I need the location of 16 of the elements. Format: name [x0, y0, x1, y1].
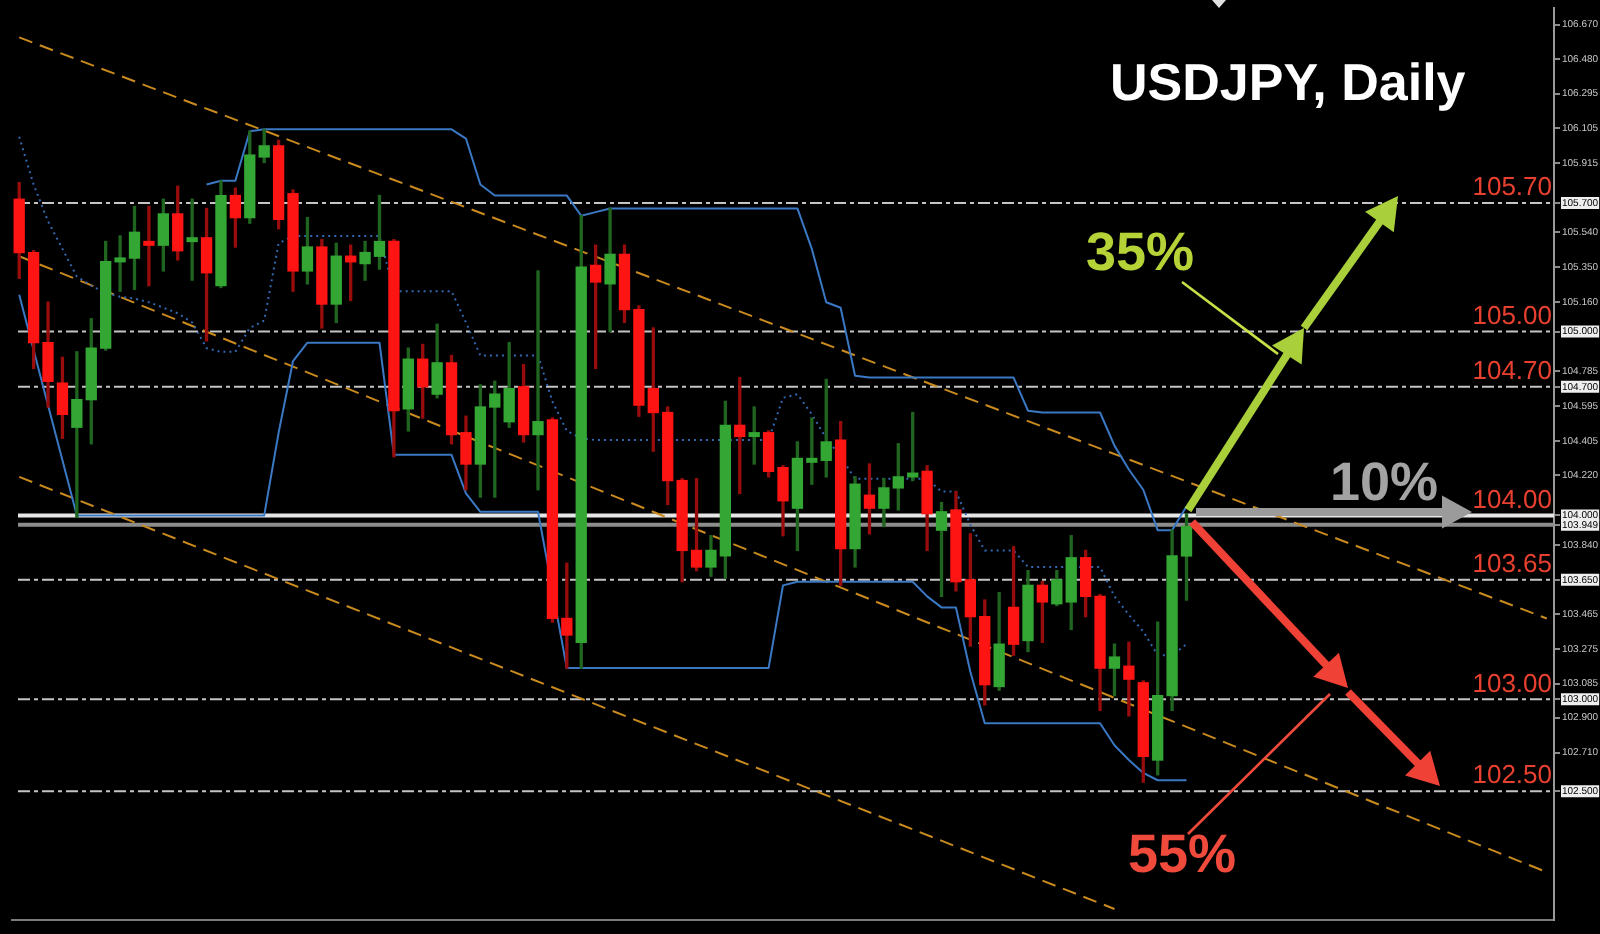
ref-line-label: 103.00	[1472, 667, 1552, 698]
annotation: 35%	[1086, 222, 1195, 282]
annotation: 55%	[1128, 824, 1237, 884]
ref-line-label: 103.65	[1472, 547, 1552, 578]
candlestick	[143, 205, 155, 287]
annotation: 10%	[1330, 452, 1439, 512]
candlestick	[532, 270, 544, 491]
candlestick	[1123, 641, 1135, 717]
candlestick	[186, 198, 198, 281]
ref-line-label: 105.00	[1472, 299, 1552, 330]
ref-line-label: 104.00	[1472, 483, 1552, 514]
ref-line-label: 105.70	[1472, 171, 1552, 202]
ref-line-label: 104.70	[1472, 354, 1552, 385]
ref-line-label: 102.50	[1472, 759, 1552, 790]
text: USDJPY, Daily	[1110, 52, 1466, 112]
candlestick	[604, 207, 616, 333]
